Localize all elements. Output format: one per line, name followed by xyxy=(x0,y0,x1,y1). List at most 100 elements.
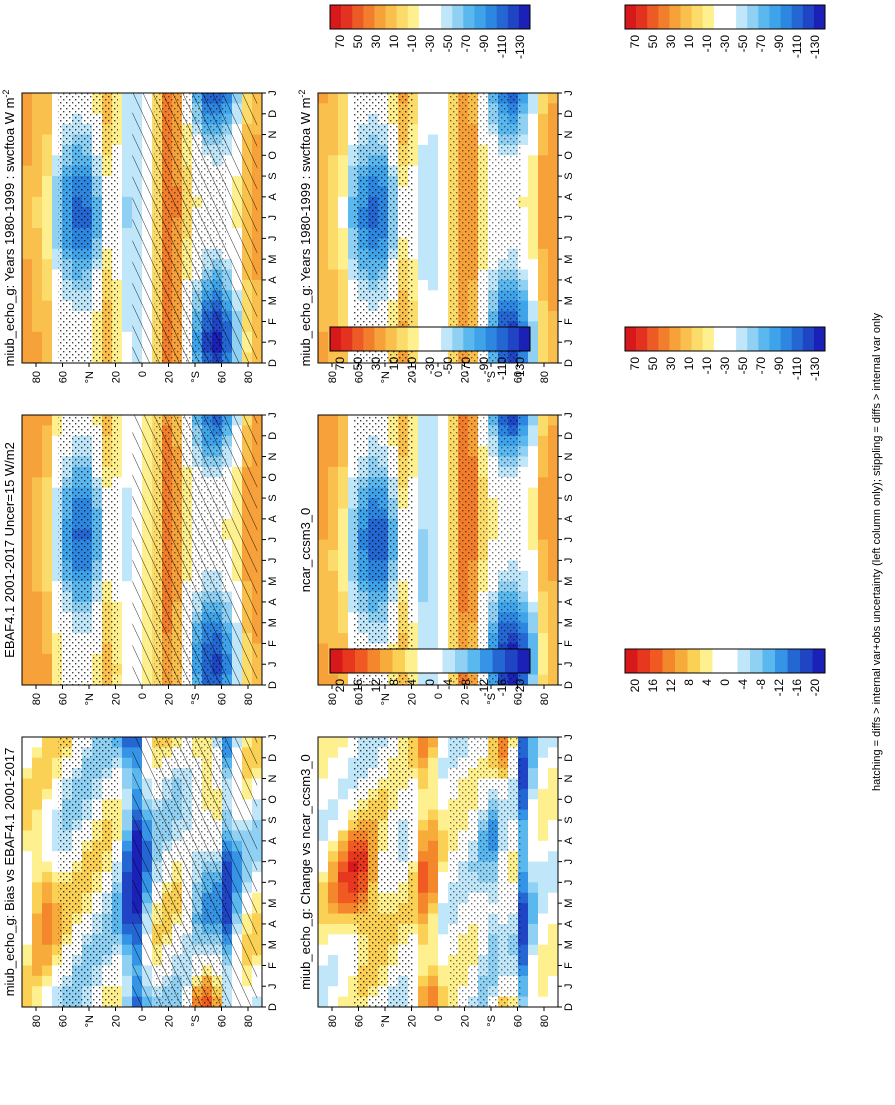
heatmap-cell xyxy=(32,975,43,987)
heatmap-cell xyxy=(418,352,429,364)
heatmap-cell xyxy=(122,186,133,198)
colorbar-tick-label: 10 xyxy=(682,357,696,371)
heatmap-cell xyxy=(122,113,133,125)
heatmap-cell xyxy=(418,279,429,291)
heatmap-cell xyxy=(438,518,449,530)
heatmap-cell xyxy=(528,446,539,457)
heatmap-cell xyxy=(318,207,329,219)
heatmap-cell xyxy=(328,913,339,925)
heatmap-cell xyxy=(338,300,349,312)
heatmap-cell xyxy=(338,259,349,270)
heatmap-cell xyxy=(348,903,359,914)
lat-tick-label: 20 xyxy=(164,1015,176,1027)
heatmap-cell xyxy=(538,944,549,956)
heatmap-cell xyxy=(42,986,53,998)
heatmap-cell xyxy=(318,757,329,769)
heatmap-cell xyxy=(428,882,439,894)
heatmap-cell xyxy=(548,955,559,966)
heatmap-cell xyxy=(338,965,349,977)
heatmap-cell xyxy=(348,633,359,644)
heatmap-cell xyxy=(32,435,43,447)
colorbar-tick-label: -8 xyxy=(459,679,473,690)
colorbar-swatch xyxy=(463,5,475,29)
heatmap-cell xyxy=(318,830,329,842)
heatmap-cell xyxy=(22,134,33,146)
heatmap-cell xyxy=(52,674,63,686)
heatmap-cell xyxy=(418,944,429,956)
heatmap-cell xyxy=(348,124,359,135)
heatmap-cell xyxy=(438,207,449,219)
heatmap-cell xyxy=(428,550,439,561)
heatmap-cell xyxy=(318,944,329,956)
heatmap-cell xyxy=(528,466,539,478)
heatmap-cell xyxy=(338,238,349,250)
heatmap-cell xyxy=(32,425,43,437)
heatmap-cell xyxy=(52,165,63,177)
heatmap-cell xyxy=(338,882,349,894)
heatmap-cell xyxy=(42,228,53,239)
heatmap-cell xyxy=(338,861,349,873)
colorbar-tick-label: -110 xyxy=(790,35,804,58)
heatmap-cell xyxy=(538,934,549,946)
heatmap-cell xyxy=(318,653,329,665)
colorbar-swatch xyxy=(474,5,486,29)
heatmap-cell xyxy=(52,820,63,831)
heatmap-cell xyxy=(22,425,33,437)
heatmap-cell xyxy=(122,508,133,520)
heatmap-cell xyxy=(528,986,539,998)
heatmap-cell xyxy=(348,788,359,800)
heatmap-cell xyxy=(428,228,439,239)
heatmap-cell xyxy=(338,737,349,748)
heatmap-cell xyxy=(42,965,53,977)
heatmap-cell xyxy=(518,518,529,530)
heatmap-cell xyxy=(42,269,53,281)
heatmap-cell xyxy=(428,279,439,291)
heatmap-cell xyxy=(42,113,53,125)
heatmap-cell xyxy=(438,851,449,863)
heatmap-cell xyxy=(438,113,449,125)
heatmap-cell xyxy=(418,851,429,863)
heatmap-cell xyxy=(518,217,529,229)
heatmap-cell xyxy=(438,778,449,790)
heatmap-cell xyxy=(428,446,439,457)
heatmap-cell xyxy=(328,820,339,831)
heatmap-cell xyxy=(22,591,33,603)
lat-tick-label: 20 xyxy=(460,1015,472,1027)
heatmap-cell xyxy=(538,207,549,219)
heatmap-cell xyxy=(22,103,33,115)
heatmap-cell xyxy=(428,124,439,135)
heatmap-cell xyxy=(122,352,133,364)
heatmap-cell xyxy=(318,508,329,520)
heatmap-cell xyxy=(32,311,43,322)
colorbar-swatch xyxy=(407,5,420,29)
panel-title: miub_echo_g: Bias vs EBAF4.1 2001-2017 xyxy=(2,748,17,997)
heatmap-cell xyxy=(548,269,559,281)
heatmap-cell xyxy=(42,176,53,187)
heatmap-cell xyxy=(548,186,559,198)
lat-tick-label: °S xyxy=(190,371,202,383)
heatmap-cell xyxy=(32,737,43,748)
heatmap-cell xyxy=(52,487,63,499)
heatmap-cell xyxy=(328,477,339,489)
colorbar-tick-label: -30 xyxy=(718,35,732,53)
heatmap-cell xyxy=(518,965,529,977)
colorbar-tick-label: -12 xyxy=(477,679,491,697)
heatmap-cell xyxy=(318,290,329,302)
heatmap-cell xyxy=(518,207,529,219)
heatmap-cell xyxy=(338,435,349,447)
heatmap-cell xyxy=(548,892,559,904)
heatmap-cell xyxy=(318,518,329,530)
heatmap-cell xyxy=(338,809,349,821)
heatmap-cell xyxy=(538,113,549,125)
heatmap-cell xyxy=(22,259,33,270)
colorbar-swatch xyxy=(418,327,431,351)
colorbar-swatch xyxy=(791,327,804,351)
colorbar-swatch xyxy=(662,649,676,673)
heatmap-cell xyxy=(438,176,449,187)
heatmap-cell xyxy=(318,103,329,115)
heatmap-cell xyxy=(538,591,549,603)
heatmap-cell xyxy=(518,674,529,686)
heatmap-cell xyxy=(528,529,539,541)
month-tick-label: M xyxy=(267,296,279,305)
